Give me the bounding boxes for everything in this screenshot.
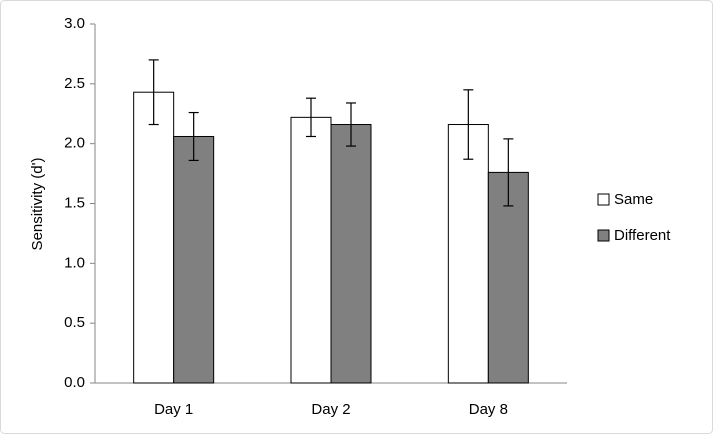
- bar: [330, 124, 372, 384]
- error-bar: [148, 59, 159, 126]
- error-bar: [503, 138, 514, 207]
- y-tick-label: 3.0: [64, 15, 85, 32]
- y-tick-label: 0.0: [64, 374, 85, 391]
- y-axis-label: Sensitivity (d'): [29, 158, 46, 251]
- y-tick-label: 1.5: [64, 194, 85, 211]
- y-tick-label: 2.0: [64, 135, 85, 152]
- y-tick-label: 2.5: [64, 75, 85, 92]
- x-tick-label: Day 8: [469, 401, 508, 418]
- bar: [133, 91, 175, 384]
- legend-swatch: [597, 193, 610, 206]
- bar: [173, 135, 215, 384]
- error-bar: [188, 111, 199, 162]
- legend-label: Different: [614, 227, 671, 244]
- error-bar: [306, 97, 316, 138]
- y-tick-label: 0.5: [64, 314, 85, 331]
- bar: [447, 124, 489, 384]
- y-tick-label: 1.0: [64, 254, 85, 271]
- x-tick-label: Day 1: [154, 401, 193, 418]
- x-tick-label: Day 2: [311, 401, 350, 418]
- legend-swatch: [597, 229, 610, 242]
- error-bar: [463, 89, 474, 160]
- error-bar: [346, 102, 356, 147]
- legend-label: Same: [614, 191, 653, 208]
- bar: [290, 116, 332, 384]
- bar: [487, 171, 529, 384]
